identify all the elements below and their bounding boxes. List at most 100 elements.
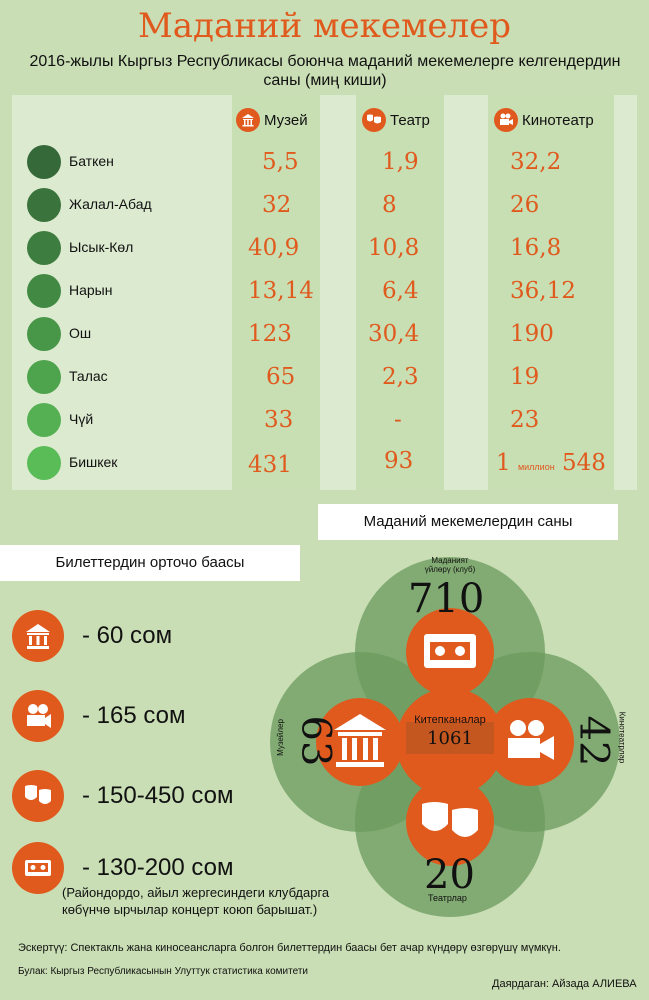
theaters-value: 20 [424,852,475,898]
table-row: Ысык-Көл 40,9 10,8 16,8 [0,229,649,269]
region-name: Нарын [69,282,113,298]
price-item: - 130-200 сом [12,840,234,896]
counts-title: Маданий мекемелердин саны [318,504,618,540]
cinema-camera-icon [508,720,554,760]
cinema-value: 23 [510,407,540,433]
footnote: Эскертүү: Спектакль жана киносеансларга … [18,942,561,954]
theater-column-header: Театр [362,108,430,132]
cinema-value-part: 548 [562,450,606,476]
cinema-value-part: 1 [496,450,511,476]
museum-column-band [232,95,320,490]
region-dot [27,317,61,351]
cinema-value: 32,2 [510,149,562,175]
libraries-value: 1061 [427,728,473,749]
museum-column-label: Музей [264,111,308,129]
table-row: Ош 123 30,4 190 [0,315,649,355]
cinemas-value: 42 [570,715,617,767]
theater-masks-icon [362,108,386,132]
cinema-value: 26 [510,192,540,218]
region-dot [27,446,61,480]
institutions-diagram [270,557,620,917]
theater-value: 30,4 [368,321,420,347]
region-name: Талас [69,368,108,384]
museums-label: Музейлер [275,719,285,756]
museum-value: 431 [248,452,292,478]
table-row: Баткен 5,5 1,9 32,2 [0,143,649,183]
theater-value: 1,9 [382,149,419,175]
author: Даярдаган: Айзада АЛИЕВА [492,978,637,990]
cinema-column-header: Кинотеатр [494,108,594,132]
museum-icon [334,714,386,767]
theater-value: 2,3 [382,364,419,390]
page-subtitle: 2016-жылы Кыргыз Республикасы боюнча мад… [29,53,621,89]
cinema-camera-icon [12,690,64,742]
museum-value: 13,14 [248,278,314,304]
region-name: Чүй [69,411,94,427]
region-name: Ысык-Көл [69,239,134,255]
table-row: Чүй 33 - 23 [0,401,649,441]
theater-value: 93 [384,448,414,474]
cinema-value: 190 [510,321,554,347]
theaters-icon-disc [406,778,494,866]
clubs-label: Маданият үйлөрү (клуб) [424,556,476,574]
museum-value: 65 [266,364,296,390]
cinema-column-label: Кинотеатр [522,111,594,129]
cinema-value: 36,12 [510,278,576,304]
price-text: - 165 сом [82,702,186,729]
theater-value: 10,8 [368,235,420,261]
museum-value: 123 [248,321,292,347]
theater-column-band [356,95,444,490]
cinema-column-band [488,95,614,490]
price-text: - 130-200 сом [82,854,234,881]
cinemas-label: Кинотеатрлар [617,711,627,764]
region-dot [27,403,61,437]
table-row: Жалал-Абад 32 8 26 [0,186,649,226]
theater-column-label: Театр [390,111,430,129]
museum-icon [236,108,260,132]
region-dot [27,274,61,308]
clubs-value: 710 [408,576,485,622]
region-dot [27,231,61,265]
libraries-label: Китепканалар [414,714,486,726]
table-row: Талас 65 2,3 19 [0,358,649,398]
museum-value: 40,9 [248,235,300,261]
price-item: - 60 сом [12,608,172,664]
museum-value: 33 [264,407,294,433]
cinema-value: 1 миллион 548 [496,450,606,476]
museum-column-header: Музей [236,108,308,132]
region-name: Баткен [69,153,114,169]
museums-value: 63 [292,715,339,767]
videotape-icon [424,634,476,668]
videotape-icon [12,842,64,894]
cinema-value: 19 [510,364,540,390]
price-note: (Райондордо, айыл жергесиндеги клубдарга… [62,885,330,917]
region-dot [27,145,61,179]
price-item: - 165 сом [12,688,186,744]
cinema-camera-icon [494,108,518,132]
price-item: - 150-450 сом [12,768,234,824]
museum-value: 5,5 [262,149,299,175]
museum-value: 32 [262,192,292,218]
table-row: Бишкек 431 93 1 миллион 548 [0,444,649,484]
cinema-value: 16,8 [510,235,562,261]
prices-title: Билеттердин орточо баасы [0,545,300,581]
theaters-label: Театрлар [428,893,467,903]
museum-icon [12,610,64,662]
theater-value: 6,4 [382,278,419,304]
price-text: - 150-450 сом [82,782,234,809]
million-label: миллион [517,462,555,472]
price-text: - 60 сом [82,622,173,649]
region-dot [27,360,61,394]
page-title: Маданий мекемелер [137,6,512,46]
source: Булак: Кыргыз Республикасынын Улуттук ст… [18,966,308,977]
theater-masks-icon [12,770,64,822]
table-row: Нарын 13,14 6,4 36,12 [0,272,649,312]
theater-masks-icon [422,802,478,837]
region-dot [27,188,61,222]
theater-value: - [394,407,402,433]
region-name: Жалал-Абад [69,196,152,212]
libraries-value-box [406,722,494,754]
theater-value: 8 [382,192,397,218]
region-name: Бишкек [69,454,118,470]
region-name: Ош [69,325,92,341]
